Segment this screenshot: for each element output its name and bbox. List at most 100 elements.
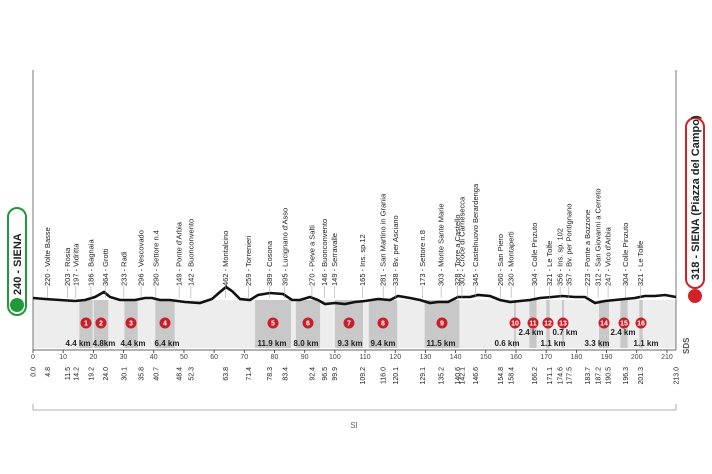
waypoint-km: 201.3 — [638, 367, 645, 385]
sector-number: 6 — [306, 321, 310, 328]
sector-length: 11.5 km — [427, 339, 456, 348]
waypoint-km: 140.6 — [455, 367, 462, 385]
sector-length: 11.9 km — [258, 339, 287, 348]
tick-label: 160 — [510, 354, 522, 361]
waypoint-km: 166.2 — [532, 367, 539, 385]
sector-length: 0.7 km — [553, 328, 578, 337]
finish-icon — [688, 289, 702, 303]
sector-badge — [125, 317, 137, 329]
sector-badge — [618, 317, 630, 329]
waypoint-label: 296 - Vescovado — [137, 230, 146, 286]
finish-badge — [685, 117, 705, 289]
sector-badge — [302, 317, 314, 329]
sector-badge — [95, 317, 107, 329]
waypoint-label: 220 - Volte Basse — [43, 227, 52, 286]
sector-length: 9.4 km — [371, 339, 396, 348]
tick-label: 140 — [450, 354, 462, 361]
sector-badge — [343, 317, 355, 329]
sector-length: 8.0 km — [294, 339, 319, 348]
region-label: SI — [350, 421, 358, 430]
tick-label: 170 — [540, 354, 552, 361]
waypoint-km: 174.6 — [558, 367, 565, 385]
waypoint-label: 142 - Buonconvento — [186, 219, 195, 286]
sector-number: 11 — [529, 321, 537, 328]
waypoint-km: 158.4 — [509, 367, 516, 385]
sector-length: 9.3 km — [338, 339, 363, 348]
waypoint-label: 312 - San Giovanni a Cerreto — [594, 188, 603, 286]
sector-badge — [635, 317, 647, 329]
waypoint-km: 129.1 — [420, 367, 427, 385]
waypoint-label: 270 - Pieve a Salti — [307, 225, 316, 286]
waypoint-km: 48.4 — [177, 367, 184, 381]
waypoint-km: 183.7 — [585, 367, 592, 385]
code-label: SDS — [682, 337, 691, 354]
waypoint-km: 11.5 — [65, 367, 72, 380]
sector-number: 16 — [637, 321, 645, 328]
sector-number: 12 — [544, 321, 552, 328]
sector-length: 4.8km — [93, 339, 116, 348]
sector-number: 3 — [129, 321, 133, 328]
finish-km: 213.0 — [674, 367, 681, 385]
waypoint-label: 321 - Le Tolfe — [545, 241, 554, 286]
waypoint-km: 171.1 — [547, 367, 554, 385]
waypoint-label: 290 - Settore n.4 — [151, 230, 160, 286]
sector-number: 9 — [440, 321, 444, 328]
waypoint-km: 177.5 — [566, 367, 573, 385]
sector-badge — [377, 317, 389, 329]
waypoint-km: 30.1 — [121, 367, 128, 381]
start-label: 240 - SIENA — [12, 233, 24, 295]
waypoint-label: 302 - Croce di Carnesecca — [457, 196, 466, 286]
start-km: 0.0 — [31, 367, 38, 377]
waypoint-label: 345 - Castelnuovo Berardenga — [471, 183, 480, 286]
tick-label: 210 — [661, 354, 673, 361]
waypoint-km: 35.8 — [139, 367, 146, 381]
sector-number: 5 — [271, 321, 275, 328]
waypoint-km: 24.0 — [103, 367, 110, 381]
sector-badge — [557, 317, 569, 329]
waypoint-label: 364 - Grotti — [101, 248, 110, 286]
waypoint-label: 197 - Vidritta — [71, 243, 80, 286]
tick-label: 130 — [420, 354, 432, 361]
waypoint-km: 4.8 — [45, 367, 52, 377]
waypoint-label: 165 - Ins. sp.12 — [358, 234, 367, 286]
sector-length: 4.4 km — [121, 339, 146, 348]
waypoint-km: 116.0 — [381, 367, 388, 384]
tick-label: 110 — [359, 354, 370, 361]
tick-label: 40 — [150, 354, 158, 361]
start-badge — [7, 207, 27, 316]
waypoint-label: 223 - Ponte a Bozzone — [583, 210, 592, 286]
start-icon — [10, 298, 24, 312]
waypoint-km: 40.7 — [153, 367, 160, 381]
waypoint-label: 304 - Colle Pinzuto — [530, 223, 539, 286]
waypoint-label: 146 - Buonconvento — [320, 219, 329, 286]
sector-badge — [598, 317, 610, 329]
sector-badge — [159, 317, 171, 329]
sector-length: 1.1 km — [541, 339, 566, 348]
sector-length: 0.6 km — [495, 339, 520, 348]
waypoint-label: 230 - Montaperti — [507, 231, 516, 286]
waypoint-km: 196.3 — [623, 367, 630, 385]
sector-badge — [527, 317, 539, 329]
finish-label: 318 - SIENA (Piazza del Campo) — [690, 115, 702, 280]
sector-number: 1 — [84, 321, 88, 328]
tick-label: 120 — [389, 354, 401, 361]
waypoint-km: 78.3 — [267, 367, 274, 381]
waypoint-label: 247 - Vico d'Arbia — [604, 226, 613, 286]
waypoint-label: 356 - Ins. sp. 102 — [556, 228, 565, 286]
tick-label: 60 — [210, 354, 218, 361]
waypoint-label: 303 - Monte Sante Marie — [437, 203, 446, 286]
sector-number: 2 — [99, 321, 103, 328]
sector-badge — [267, 317, 279, 329]
sector-badge — [436, 317, 448, 329]
sector-length: 2.4 km — [611, 328, 636, 337]
tick-label: 20 — [89, 354, 97, 361]
waypoint-label: 304 - Colle Pinzuto — [621, 223, 630, 286]
sector-number: 4 — [163, 321, 167, 328]
sector-number: 7 — [347, 321, 351, 328]
waypoint-label: 149 - Serravalle — [330, 233, 339, 286]
waypoint-label: 338 - Bv. per Asciano — [391, 215, 400, 286]
waypoint-label: 203 - Rosia — [63, 247, 72, 286]
waypoint-label: 149 - Ponte d'Arbia — [175, 221, 184, 286]
tick-label: 190 — [601, 354, 613, 361]
